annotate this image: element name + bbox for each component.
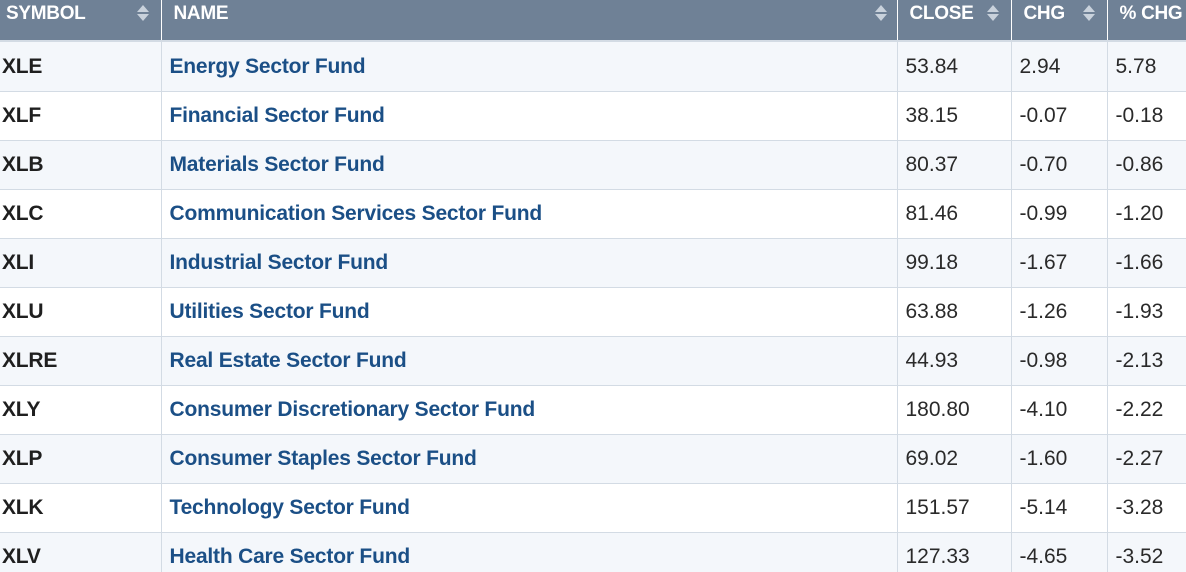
fund-name-link[interactable]: Materials Sector Fund: [169, 153, 385, 176]
close-cell: 81.46: [897, 189, 1012, 239]
fund-name-link[interactable]: Industrial Sector Fund: [169, 251, 389, 274]
symbol-cell: XLRE: [0, 336, 162, 386]
pct-chg-cell: -2.13: [1107, 336, 1186, 386]
name-cell: Financial Sector Fund: [161, 91, 898, 141]
name-cell: Consumer Staples Sector Fund: [161, 434, 898, 484]
column-header-chg[interactable]: CHG: [1011, 0, 1108, 41]
close-cell: 80.37: [897, 140, 1012, 190]
table-row: XLV Health Care Sector Fund 127.33 -4.65…: [0, 532, 1186, 572]
name-cell: Industrial Sector Fund: [161, 238, 898, 288]
fund-name-link[interactable]: Consumer Discretionary Sector Fund: [169, 398, 536, 421]
name-cell: Communication Services Sector Fund: [161, 189, 898, 239]
close-cell: 53.84: [897, 40, 1012, 92]
column-header-name-label: NAME: [173, 3, 229, 24]
chg-cell: -0.98: [1011, 336, 1108, 386]
chg-cell: -4.10: [1011, 385, 1108, 435]
name-cell: Consumer Discretionary Sector Fund: [161, 385, 898, 435]
sort-arrows-icon[interactable]: [1082, 4, 1095, 24]
table-row: XLY Consumer Discretionary Sector Fund 1…: [0, 385, 1186, 435]
column-header-pct-chg[interactable]: % CHG: [1107, 0, 1186, 41]
chg-cell: -1.26: [1011, 287, 1108, 337]
table-header: SYMBOL NAME CLOSE CHG % CHG: [0, 0, 1186, 41]
fund-name-link[interactable]: Health Care Sector Fund: [169, 545, 411, 569]
close-cell: 127.33: [897, 532, 1012, 572]
chg-cell: -0.99: [1011, 189, 1108, 239]
symbol-cell: XLC: [0, 189, 162, 239]
table-row: XLB Materials Sector Fund 80.37 -0.70 -0…: [0, 140, 1186, 190]
name-cell: Materials Sector Fund: [161, 140, 898, 190]
table-row: XLE Energy Sector Fund 53.84 2.94 5.78: [0, 40, 1186, 92]
fund-name-link[interactable]: Financial Sector Fund: [169, 104, 385, 127]
close-cell: 44.93: [897, 336, 1012, 386]
pct-chg-cell: -0.18: [1107, 91, 1186, 141]
table-row: XLK Technology Sector Fund 151.57 -5.14 …: [0, 483, 1186, 533]
fund-name-link[interactable]: Utilities Sector Fund: [169, 300, 370, 323]
table-row: XLF Financial Sector Fund 38.15 -0.07 -0…: [0, 91, 1186, 141]
column-header-pct-chg-label: % CHG: [1119, 3, 1183, 24]
sort-arrows-icon[interactable]: [137, 4, 149, 24]
symbol-cell: XLK: [0, 483, 162, 533]
column-header-symbol[interactable]: SYMBOL: [0, 0, 162, 41]
chg-cell: -4.65: [1011, 532, 1108, 572]
name-cell: Health Care Sector Fund: [161, 532, 898, 572]
table-row: XLI Industrial Sector Fund 99.18 -1.67 -…: [0, 238, 1186, 288]
header-row: SYMBOL NAME CLOSE CHG % CHG: [0, 0, 1186, 41]
symbol-cell: XLP: [0, 434, 162, 484]
table-row: XLU Utilities Sector Fund 63.88 -1.26 -1…: [0, 287, 1186, 337]
chg-cell: -5.14: [1011, 483, 1108, 533]
close-cell: 69.02: [897, 434, 1012, 484]
pct-chg-cell: -1.66: [1107, 238, 1186, 288]
column-header-symbol-label: SYMBOL: [6, 3, 86, 24]
chg-cell: -0.07: [1011, 91, 1108, 141]
pct-chg-cell: -1.93: [1107, 287, 1186, 337]
symbol-cell: XLB: [0, 140, 162, 190]
table-row: XLC Communication Services Sector Fund 8…: [0, 189, 1186, 239]
chg-cell: -1.60: [1011, 434, 1108, 484]
chg-cell: -1.67: [1011, 238, 1108, 288]
symbol-cell: XLE: [0, 40, 162, 92]
fund-name-link[interactable]: Energy Sector Fund: [169, 54, 366, 78]
pct-chg-cell: -1.20: [1107, 189, 1186, 239]
close-cell: 99.18: [897, 238, 1012, 288]
close-cell: 63.88: [897, 287, 1012, 337]
pct-chg-cell: -0.86: [1107, 140, 1186, 190]
name-cell: Energy Sector Fund: [161, 40, 898, 92]
column-header-chg-label: CHG: [1023, 3, 1066, 24]
symbol-cell: XLU: [0, 287, 162, 337]
symbol-cell: XLI: [0, 238, 162, 288]
column-header-close-label: CLOSE: [909, 3, 974, 24]
table-row: XLP Consumer Staples Sector Fund 69.02 -…: [0, 434, 1186, 484]
table-row: XLRE Real Estate Sector Fund 44.93 -0.98…: [0, 336, 1186, 386]
sort-arrows-icon[interactable]: [986, 4, 999, 24]
name-cell: Real Estate Sector Fund: [161, 336, 898, 386]
column-header-close[interactable]: CLOSE: [897, 0, 1012, 41]
pct-chg-cell: -2.27: [1107, 434, 1186, 484]
pct-chg-cell: 5.78: [1107, 40, 1186, 92]
sort-arrows-icon[interactable]: [874, 4, 887, 24]
symbol-cell: XLV: [0, 532, 162, 572]
name-cell: Utilities Sector Fund: [161, 287, 898, 337]
pct-chg-cell: -3.52: [1107, 532, 1186, 572]
fund-name-link[interactable]: Technology Sector Fund: [169, 496, 410, 519]
column-header-name[interactable]: NAME: [161, 0, 898, 41]
close-cell: 151.57: [897, 483, 1012, 533]
name-cell: Technology Sector Fund: [161, 483, 898, 533]
symbol-cell: XLY: [0, 385, 162, 435]
chg-cell: -0.70: [1011, 140, 1108, 190]
close-cell: 180.80: [897, 385, 1012, 435]
close-cell: 38.15: [897, 91, 1012, 141]
fund-name-link[interactable]: Real Estate Sector Fund: [169, 349, 407, 372]
fund-name-link[interactable]: Communication Services Sector Fund: [169, 202, 543, 225]
fund-name-link[interactable]: Consumer Staples Sector Fund: [169, 447, 477, 470]
table-body: XLE Energy Sector Fund 53.84 2.94 5.78 X…: [0, 40, 1186, 572]
pct-chg-cell: -3.28: [1107, 483, 1186, 533]
symbol-cell: XLF: [0, 91, 162, 141]
chg-cell: 2.94: [1011, 40, 1108, 92]
pct-chg-cell: -2.22: [1107, 385, 1186, 435]
